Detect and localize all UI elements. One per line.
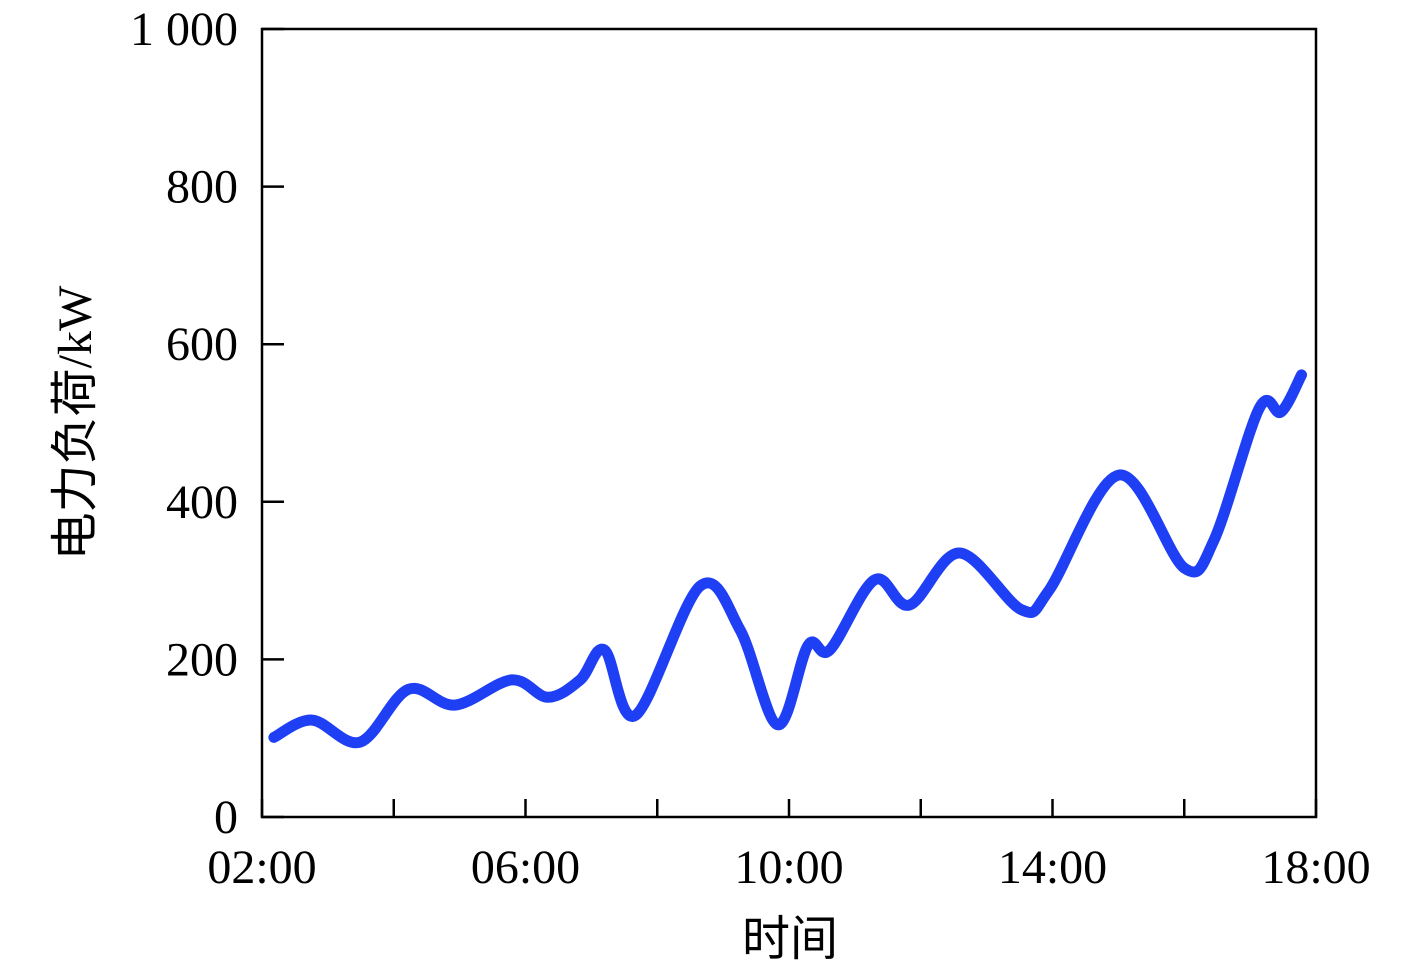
y-tick-label: 800 bbox=[166, 161, 238, 214]
x-tick-label: 14:00 bbox=[998, 841, 1107, 894]
y-tick-label: 0 bbox=[214, 791, 238, 844]
x-tick-label: 06:00 bbox=[471, 841, 580, 894]
y-tick-label: 1 000 bbox=[130, 3, 238, 56]
x-tick-label: 10:00 bbox=[734, 841, 843, 894]
y-tick-label: 600 bbox=[166, 318, 238, 371]
x-tick-label: 18:00 bbox=[1261, 841, 1370, 894]
y-tick-label: 400 bbox=[166, 476, 238, 529]
x-tick-label: 02:00 bbox=[207, 841, 316, 894]
data-line bbox=[268, 369, 1308, 749]
x-axis-label: 时间 bbox=[742, 913, 838, 966]
y-axis-label: 电力负荷/kW bbox=[49, 285, 102, 560]
y-tick-label: 200 bbox=[166, 633, 238, 686]
